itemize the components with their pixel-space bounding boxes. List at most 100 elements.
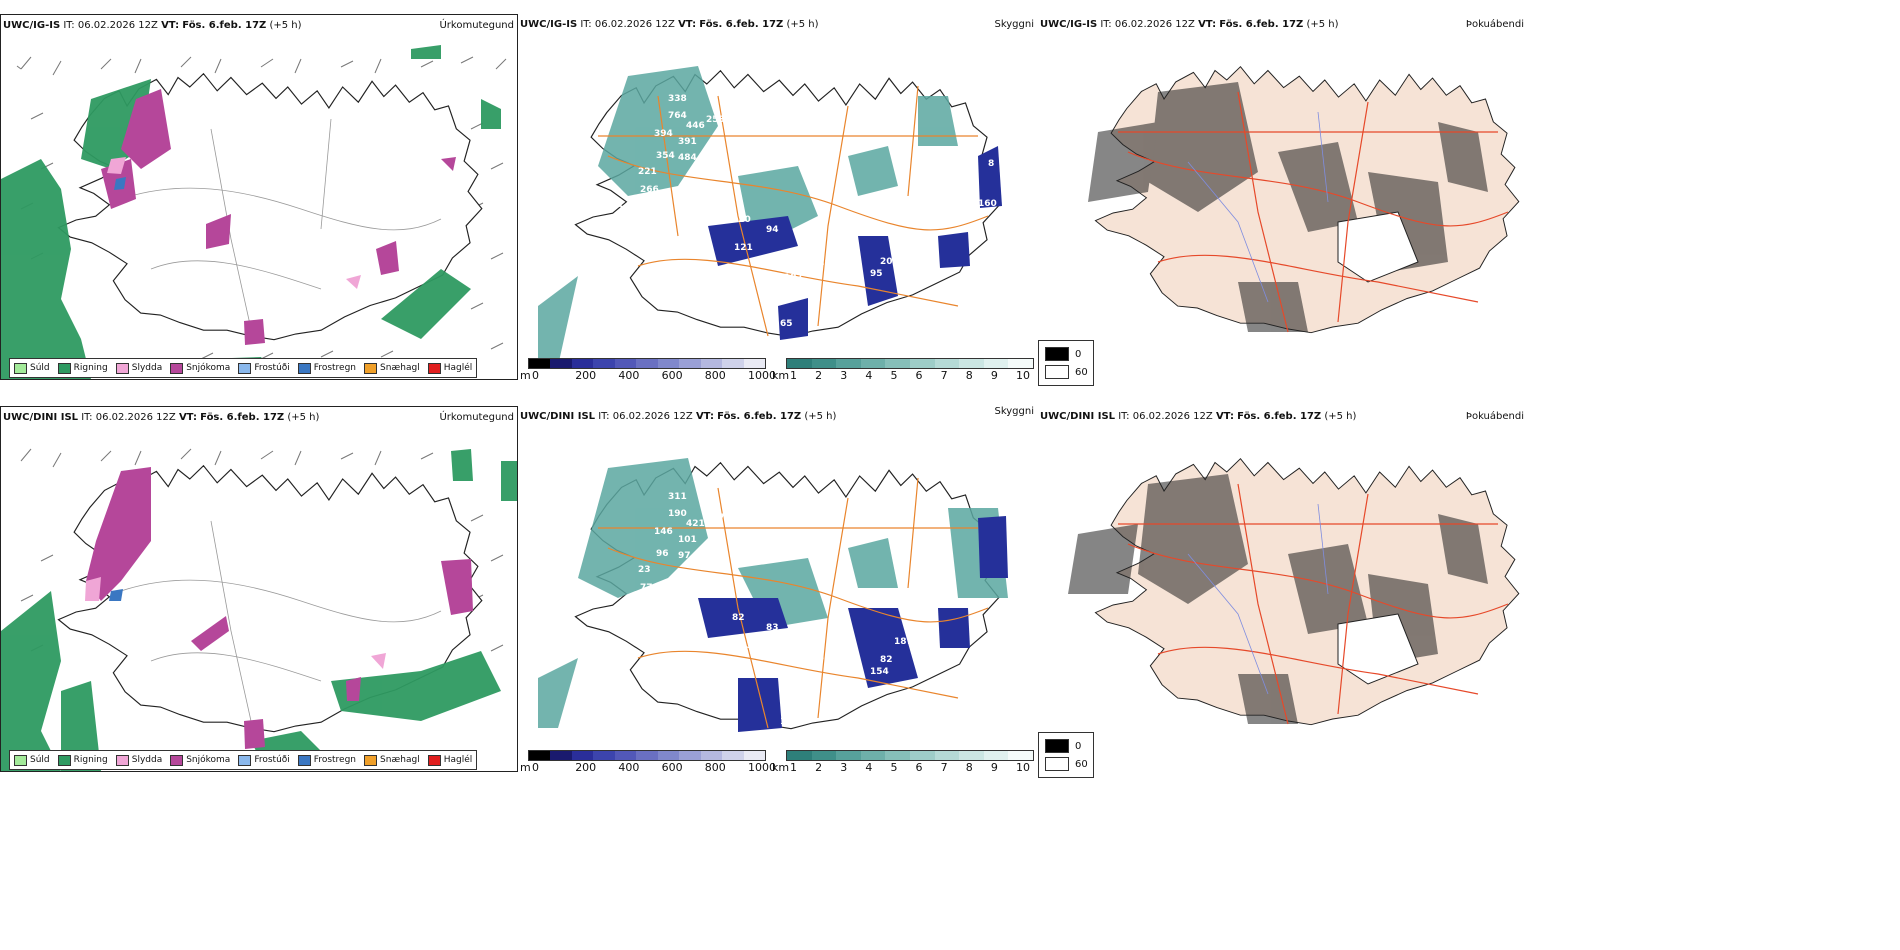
legend-swatch [297,754,311,766]
it-value: 06.02.2026 12Z [594,19,675,30]
cloud-base-label: 82 [880,655,893,665]
colorbar-segment [636,359,658,368]
precip-type-legend: Súld Rigning Slydda Snjókoma Frostúði Frostre… [9,358,478,378]
legend-item: Frostregn [297,362,356,374]
legend-item: Snæhagl [364,754,420,766]
legend-item: Snjókoma [170,754,230,766]
lead-time: (+5 h) [1324,411,1357,422]
cloud-base-label: 82 [732,613,745,623]
legend-swatch [297,362,311,374]
it-label: IT: [580,19,592,30]
vt-value: Fös. 6.feb. 17Z [1219,19,1304,30]
legend-swatch [170,362,184,374]
colorbar-segment [787,751,812,760]
fog-legend-value: 60 [1075,366,1088,378]
colorbar-segment [636,751,658,760]
colorbar-segment [593,359,615,368]
colorbar-tick: 7 [940,369,948,382]
vt-label: VT: [678,19,697,30]
cloud-base-bar [528,358,766,369]
lead-time: (+5 h) [786,19,819,30]
it-label: IT: [598,411,610,422]
rivers [1187,503,1329,695]
fog-map [1068,458,1520,726]
vt-label: VT: [695,411,714,422]
visibility-colorbar: km 1 2 3 4 5 6 7 8 9 10 [772,358,1036,382]
cloud-base-label: 266 [640,185,659,195]
colorbar-segment [657,751,680,760]
rain-areas [1,449,517,771]
legend-label: Slydda [131,755,163,765]
legend-item: Frostregn [297,754,356,766]
colorbar-tick: 0 [532,369,539,382]
cloud-base-label: 65 [780,319,793,329]
glacier [1337,613,1419,685]
cloud-base-label: 59 [934,221,947,231]
it-label: IT: [1100,19,1112,30]
colorbar-tick: 1000 [748,369,776,382]
cloud-base-label: 83 [766,623,779,633]
visibility-bar [786,358,1034,369]
it-label: IT: [63,20,75,31]
cloud-base-label: 160 [978,199,997,209]
cloud-base-label: 75 [808,631,821,641]
cloud-visibility-panel-bottom: UWC/DINI ISL IT: 06.02.2026 12Z VT: Fös.… [518,406,1038,774]
panel-title: Skyggni [994,406,1034,417]
cloud-base-label: 97 [678,551,691,561]
cloud-base-areas [708,146,1002,340]
sleet-areas [85,577,386,669]
colorbar-tick: 0 [532,761,539,774]
cloud-base-label: 446 [686,121,705,131]
colorbar-segment [1008,751,1033,760]
visibility-unit: km [772,761,790,774]
cloud-base-label: 23 [638,565,651,575]
freezing-rain-areas [114,177,126,190]
cloud-base-label: 338 [668,94,687,104]
fog-legend-value: 0 [1075,348,1082,360]
cloud-base-label: 337 [706,513,725,523]
precip-type-panel-top: UWC/IG-IS IT: 06.02.2026 12Z VT: Fös. 6.… [0,14,518,380]
legend-label: Slydda [131,363,163,373]
legend-swatch [238,754,252,766]
colorbar-tick: 600 [661,761,683,774]
legend-item: Snjókoma [170,362,230,374]
vt-value: Fös. 6.feb. 17Z [1237,411,1322,422]
colorbar-segment [909,751,935,760]
cloud-base-label: 187 [784,273,803,283]
colorbar-segment [743,751,765,760]
colorbar-segment [743,359,765,368]
cloud-base-label: 153 [734,641,753,651]
legend-item: Súld [14,362,50,374]
colorbar-tick: 10 [1016,761,1030,774]
cloud-base-label: 83 [916,149,929,159]
panel-title: Þokuábendi [1465,411,1524,422]
cloud-base-label: 41 [818,259,831,269]
colorbar-segment [593,751,615,760]
fog-legend-item: 60 [1045,365,1088,379]
cloud-base-label: 133 [808,233,827,243]
it-value: 06.02.2026 12Z [77,20,158,31]
precip-type-panel-bottom: UWC/DINI ISL IT: 06.02.2026 12Z VT: Fös.… [0,406,518,772]
model-name: UWC/IG-IS [520,19,578,30]
legend-item: Snæhagl [364,362,420,374]
colorbar-segment [679,359,701,368]
panel-title: Úrkomutegund [439,20,514,31]
colorbar-tick: 200 [575,761,597,774]
colorbar-tick: 4 [865,369,873,382]
fog-panel-top: UWC/IG-IS IT: 06.02.2026 12Z VT: Fös. 6.… [1038,14,1528,386]
colorbar-segment [614,359,637,368]
cloud-base-label: 421 [686,519,705,529]
lead-time: (+5 h) [1306,19,1339,30]
colorbar-tick: 3 [840,369,848,382]
legend-item: Slydda [115,362,163,374]
colorbar-segment [836,359,861,368]
colorbar-tick: 3 [840,761,848,774]
colorbar-segment [550,359,572,368]
colorbar-tick: 600 [661,369,683,382]
model-name: UWC/DINI ISL [3,412,79,423]
colorbar-segment [679,751,701,760]
road-network [598,85,989,337]
cloud-base-label: 253 [706,115,725,125]
